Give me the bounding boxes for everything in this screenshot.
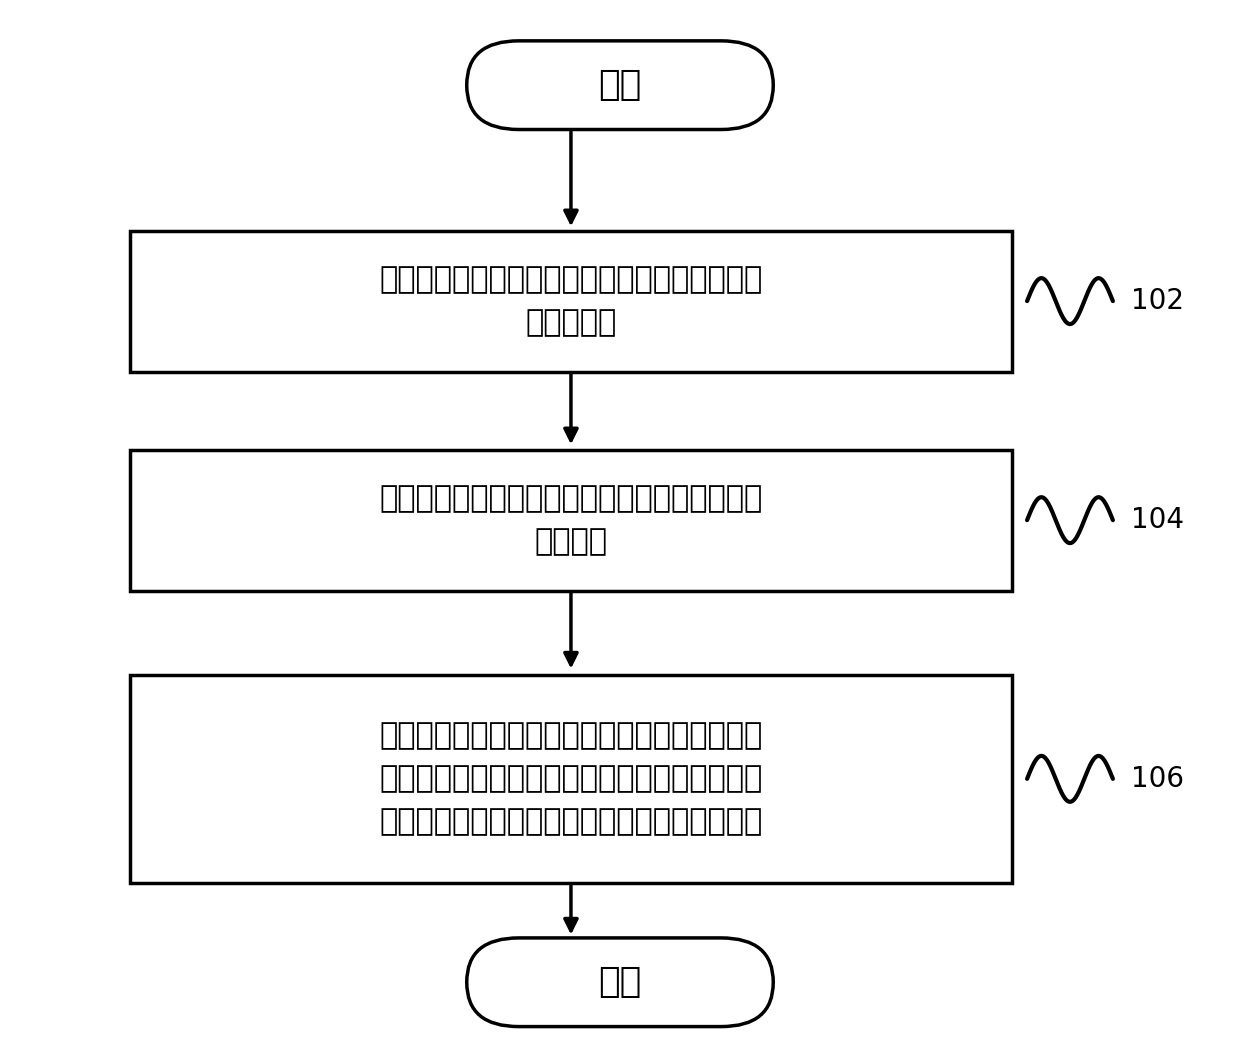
- Text: 根据选定的至少一个室内机的锁定状态生成目标
锁定状态: 根据选定的至少一个室内机的锁定状态生成目标 锁定状态: [379, 484, 763, 556]
- Text: 结束: 结束: [599, 965, 641, 999]
- Text: 106: 106: [1131, 765, 1184, 793]
- FancyBboxPatch shape: [466, 41, 774, 130]
- FancyBboxPatch shape: [129, 674, 1012, 884]
- Text: 104: 104: [1131, 506, 1184, 534]
- FancyBboxPatch shape: [129, 230, 1012, 371]
- Text: 向所述多个室内机中运行状态与所述目标锁定状
态不匹配的目标室内机发送控制指令，以将所述
目标室内机的运行状态调整为所述目标锁定状态: 向所述多个室内机中运行状态与所述目标锁定状 态不匹配的目标室内机发送控制指令，以…: [379, 722, 763, 836]
- Text: 102: 102: [1131, 288, 1184, 315]
- FancyBboxPatch shape: [129, 449, 1012, 591]
- FancyBboxPatch shape: [466, 938, 774, 1026]
- Text: 开始: 开始: [599, 69, 641, 103]
- Text: 获取所述多个室内机中的每个室内机的锁定状态
和运行状态: 获取所述多个室内机中的每个室内机的锁定状态 和运行状态: [379, 265, 763, 337]
